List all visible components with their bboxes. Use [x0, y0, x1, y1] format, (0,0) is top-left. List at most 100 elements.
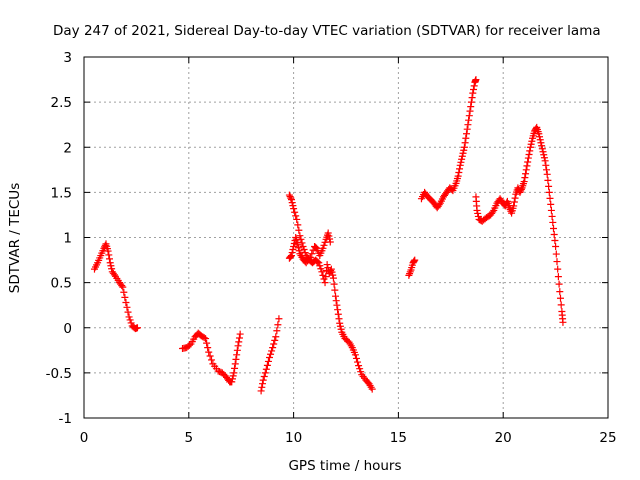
data-point — [235, 338, 243, 346]
data-point — [469, 89, 477, 97]
data-point — [462, 134, 470, 142]
data-point — [106, 255, 114, 263]
data-point — [286, 193, 294, 201]
data-point — [526, 143, 534, 151]
data-point — [547, 200, 555, 208]
data-point — [275, 315, 283, 323]
data-point — [110, 271, 118, 279]
data-point — [526, 147, 534, 155]
data-point — [318, 268, 326, 276]
data-point — [228, 378, 236, 386]
data-point — [230, 369, 238, 377]
data-point — [545, 182, 553, 190]
data-point — [314, 258, 322, 266]
x-tick-label: 15 — [390, 430, 407, 446]
data-point — [264, 357, 272, 365]
data-point — [294, 221, 302, 229]
data-point — [352, 354, 360, 362]
data-point — [269, 344, 277, 352]
data-point — [289, 246, 297, 254]
data-point — [553, 258, 561, 266]
data-point — [535, 130, 543, 138]
data-point — [290, 243, 298, 251]
y-tick-label: 2 — [63, 140, 72, 156]
data-point — [289, 202, 297, 210]
data-point — [463, 125, 471, 133]
data-point — [270, 340, 278, 348]
data-point — [272, 333, 280, 341]
data-point — [357, 368, 365, 376]
data-point — [326, 238, 334, 246]
data-point — [295, 226, 303, 234]
data-point — [231, 364, 239, 372]
data-point — [288, 249, 296, 257]
data-point — [355, 362, 363, 370]
data-point — [521, 174, 529, 182]
data-point — [200, 334, 208, 342]
axis-ticks — [83, 56, 609, 419]
data-point — [317, 265, 325, 273]
data-point — [473, 206, 481, 214]
data-point — [268, 347, 276, 355]
data-point — [334, 306, 342, 314]
data-point — [233, 351, 241, 359]
data-point — [233, 346, 241, 354]
x-tick-label: 10 — [285, 430, 302, 446]
data-point — [301, 249, 309, 257]
data-point — [236, 330, 244, 338]
data-point — [185, 341, 193, 349]
data-point — [119, 283, 127, 291]
data-point — [291, 208, 299, 216]
y-tick-label: 2.5 — [51, 95, 72, 111]
data-point — [261, 369, 269, 377]
data-point — [274, 321, 282, 329]
data-point — [467, 103, 475, 111]
data-point — [259, 376, 267, 384]
data-point — [299, 243, 307, 251]
data-point — [549, 218, 557, 226]
data-point — [328, 268, 336, 276]
data-point — [336, 322, 344, 330]
y-axis-label: SDTVAR / TECUs — [7, 183, 23, 293]
data-point — [540, 154, 548, 162]
data-point — [267, 350, 275, 358]
data-point — [273, 327, 281, 335]
data-point — [294, 244, 302, 252]
data-point — [329, 271, 337, 279]
data-point — [331, 286, 339, 294]
data-point — [517, 187, 525, 195]
data-point — [120, 288, 128, 296]
data-point — [133, 324, 141, 332]
data-point — [118, 282, 126, 290]
y-tick-label: -0.5 — [46, 366, 72, 382]
data-point — [554, 265, 562, 273]
data-point — [124, 308, 132, 316]
data-point — [354, 358, 362, 366]
data-point — [319, 244, 327, 252]
data-point — [234, 342, 242, 350]
data-point — [265, 354, 273, 362]
x-tick-labels: 0 5 10 15 20 25 — [80, 430, 617, 446]
data-point — [262, 365, 270, 373]
data-point — [536, 133, 544, 141]
data-point — [465, 116, 473, 124]
data-point — [543, 170, 551, 178]
data-point — [463, 130, 471, 138]
data-point — [327, 265, 335, 273]
data-point — [259, 380, 267, 388]
data-point — [321, 279, 329, 287]
data-point — [333, 301, 341, 309]
data-point — [538, 145, 546, 153]
data-point — [557, 301, 565, 309]
y-tick-label: -1 — [59, 411, 72, 427]
data-point — [559, 318, 567, 326]
data-points — [90, 76, 567, 395]
data-point — [538, 142, 546, 150]
data-point — [524, 158, 532, 166]
y-tick-labels: -1 -0.5 0 0.5 1 1.5 2 2.5 3 — [46, 50, 72, 427]
data-point — [315, 259, 323, 267]
data-point — [411, 256, 419, 264]
x-axis-label: GPS time / hours — [288, 458, 401, 474]
data-point — [228, 375, 236, 383]
data-point — [460, 143, 468, 151]
